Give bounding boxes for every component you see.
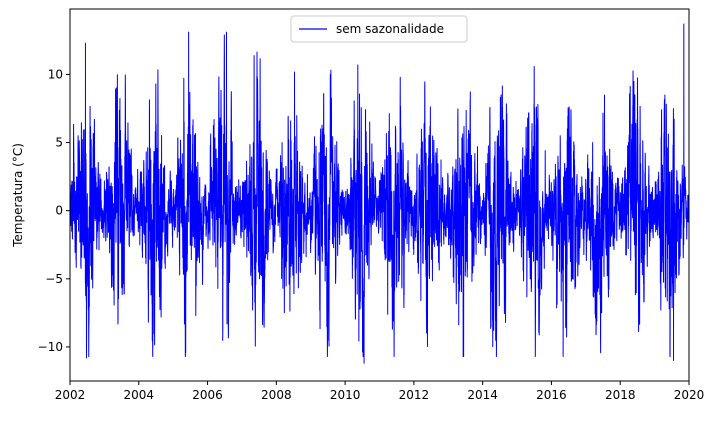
x-tick-label: 2018 (605, 388, 636, 402)
x-axis: 2002 2004 2006 2008 2010 2012 2014 2016 2018 2020 (55, 381, 705, 402)
y-axis-label: Temperatura (°C) (11, 143, 25, 248)
x-tick-label: 2012 (399, 388, 430, 402)
y-tick-label: −10 (38, 340, 63, 354)
plot-area (70, 23, 689, 364)
legend-box (290, 15, 468, 43)
y-tick-label: 5 (55, 136, 63, 150)
x-tick-label: 2006 (192, 388, 223, 402)
legend: sem sazonalidade (290, 15, 468, 43)
x-tick-label: 2004 (124, 388, 155, 402)
x-tick-label: 2014 (467, 388, 498, 402)
x-tick-label: 2020 (674, 388, 705, 402)
y-axis: −10 −5 0 5 10 (38, 67, 70, 354)
x-tick-label: 2016 (536, 388, 567, 402)
plot-frame (69, 8, 690, 382)
y-tick-label: 0 (55, 204, 63, 218)
x-tick-label: 2008 (261, 388, 292, 402)
legend-label: sem sazonalidade (336, 22, 444, 36)
y-tick-label: 10 (48, 67, 63, 81)
x-tick-label: 2010 (330, 388, 361, 402)
series-line-sem-sazonalidade (70, 23, 689, 364)
y-tick-label: −5 (45, 272, 63, 286)
x-tick-label: 2002 (55, 388, 86, 402)
series-layer (70, 23, 689, 364)
